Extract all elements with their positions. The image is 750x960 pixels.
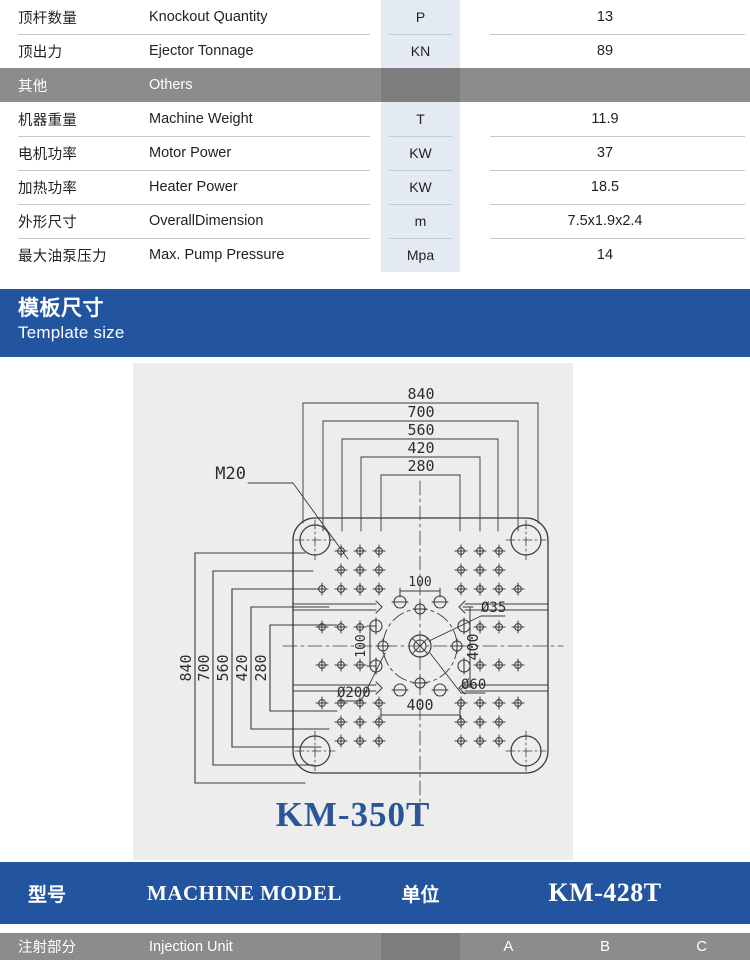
- spec-unit: KW: [381, 136, 460, 170]
- spec-label-cn: 外形尺寸: [0, 204, 134, 238]
- spec-label-cn: 电机功率: [0, 136, 134, 170]
- specification-table: 顶杆数量 Knockout Quantity P 13 顶出力 Ejector …: [0, 0, 750, 272]
- dim-h-700: 700: [407, 403, 434, 421]
- banner-title-en: Template size: [18, 323, 125, 343]
- spec-label-cn: 最大油泵压力: [0, 238, 134, 272]
- dim-v-280: 280: [252, 654, 270, 681]
- center-bore: [408, 634, 432, 658]
- spec-label-en: Knockout Quantity: [149, 9, 268, 25]
- subheader-label-cn: 注射部分: [18, 940, 76, 956]
- table-row: 电机功率 Motor Power KW 37: [0, 136, 750, 170]
- group-label-en: Others: [149, 77, 193, 93]
- column-header-b: B: [600, 938, 611, 955]
- column-header-c: C: [696, 938, 708, 955]
- section-banner-template-size: 模板尺寸 Template size: [0, 289, 750, 357]
- subheader-unit-cell: [381, 933, 460, 960]
- spec-unit: P: [381, 0, 460, 34]
- dim-gap-left-100: 100: [354, 634, 369, 657]
- spec-label-cn: 加热功率: [0, 170, 134, 204]
- table-row: 最大油泵压力 Max. Pump Pressure Mpa 14: [0, 238, 750, 272]
- dim-span-right-400: 400: [464, 633, 482, 660]
- dim-bore-60: Ø60: [461, 677, 486, 693]
- dim-v-840: 840: [177, 654, 195, 681]
- spec-unit: KN: [381, 34, 460, 68]
- dim-v-560: 560: [214, 654, 232, 681]
- banner-title-cn: 模板尺寸: [18, 297, 104, 320]
- drawing-model-label: KM-350T: [275, 795, 431, 834]
- spec-label-en: Motor Power: [133, 136, 381, 170]
- spec-value: 37: [460, 136, 750, 170]
- spec-label-en: Ejector Tonnage: [133, 34, 381, 68]
- table-row: 顶杆数量 Knockout Quantity P 13: [0, 0, 750, 34]
- subheader-label-en: Injection Unit: [149, 938, 233, 955]
- spec-value: 13: [596, 9, 614, 25]
- header-model-en: MACHINE MODEL: [147, 880, 342, 905]
- spec-value: 7.5x1.9x2.4: [460, 204, 750, 238]
- spec-unit: T: [381, 102, 460, 136]
- spec-unit: m: [381, 204, 460, 238]
- dim-h-560: 560: [407, 421, 434, 439]
- spec-value: 89: [460, 34, 750, 68]
- bottom-table-subheader-injection-unit: 注射部分 Injection Unit A B C: [0, 933, 750, 960]
- dim-span-bottom-400: 400: [406, 696, 433, 714]
- spec-value: 18.5: [460, 170, 750, 204]
- spec-label-cn: 顶出力: [0, 34, 134, 68]
- spec-label-en: Machine Weight: [149, 111, 253, 127]
- callout-m20: M20: [215, 464, 246, 484]
- corner-bores: [294, 519, 547, 772]
- bolt-circle-holes: [375, 601, 465, 691]
- table-row: 加热功率 Heater Power KW 18.5: [0, 170, 750, 204]
- header-model-cn: 型号: [28, 884, 67, 906]
- spec-label-en: Heater Power: [133, 170, 381, 204]
- dim-v-420: 420: [233, 654, 251, 681]
- spec-unit: Mpa: [381, 238, 460, 272]
- group-unit: [381, 68, 460, 102]
- table-row: 机器重量 Machine Weight T 11.9: [0, 102, 750, 136]
- spec-value: 14: [460, 238, 750, 272]
- bolt-hole-grid: [315, 544, 525, 748]
- dim-bolt-circle-200: Ø200: [337, 685, 371, 701]
- column-header-a: A: [503, 938, 514, 955]
- table-row: 顶出力 Ejector Tonnage KN 89: [0, 34, 750, 68]
- table-row: 外形尺寸 OverallDimension m 7.5x1.9x2.4: [0, 204, 750, 238]
- group-label-cn: 其他: [18, 78, 48, 95]
- spec-label-en: Max. Pump Pressure: [133, 238, 381, 272]
- dim-h-280: 280: [407, 457, 434, 475]
- dim-gap-top-100: 100: [408, 575, 431, 590]
- template-drawing-panel: 840 700 560 420 280: [133, 363, 573, 860]
- header-unit-cn: 单位: [401, 884, 440, 906]
- platen-outline: [292, 517, 549, 774]
- spec-unit: KW: [381, 170, 460, 204]
- table-group-row-others: 其他 Others: [0, 68, 750, 102]
- dim-bore-35: Ø35: [481, 600, 506, 616]
- dim-v-700: 700: [195, 654, 213, 681]
- spec-label-en: OverallDimension: [133, 204, 381, 238]
- dim-h-420: 420: [407, 439, 434, 457]
- subheader-columns: A B C: [460, 933, 750, 960]
- bottom-table-header: 型号 MACHINE MODEL 单位 KM-428T: [0, 862, 750, 924]
- dim-h-840: 840: [407, 385, 434, 403]
- header-model-value: KM-428T: [548, 878, 662, 907]
- spec-value: 11.9: [591, 111, 619, 127]
- platen-technical-drawing: 840 700 560 420 280: [177, 385, 564, 819]
- spec-label-cn: 顶杆数量: [18, 10, 78, 27]
- spec-label-cn: 机器重量: [18, 112, 78, 129]
- group-value: [460, 68, 750, 102]
